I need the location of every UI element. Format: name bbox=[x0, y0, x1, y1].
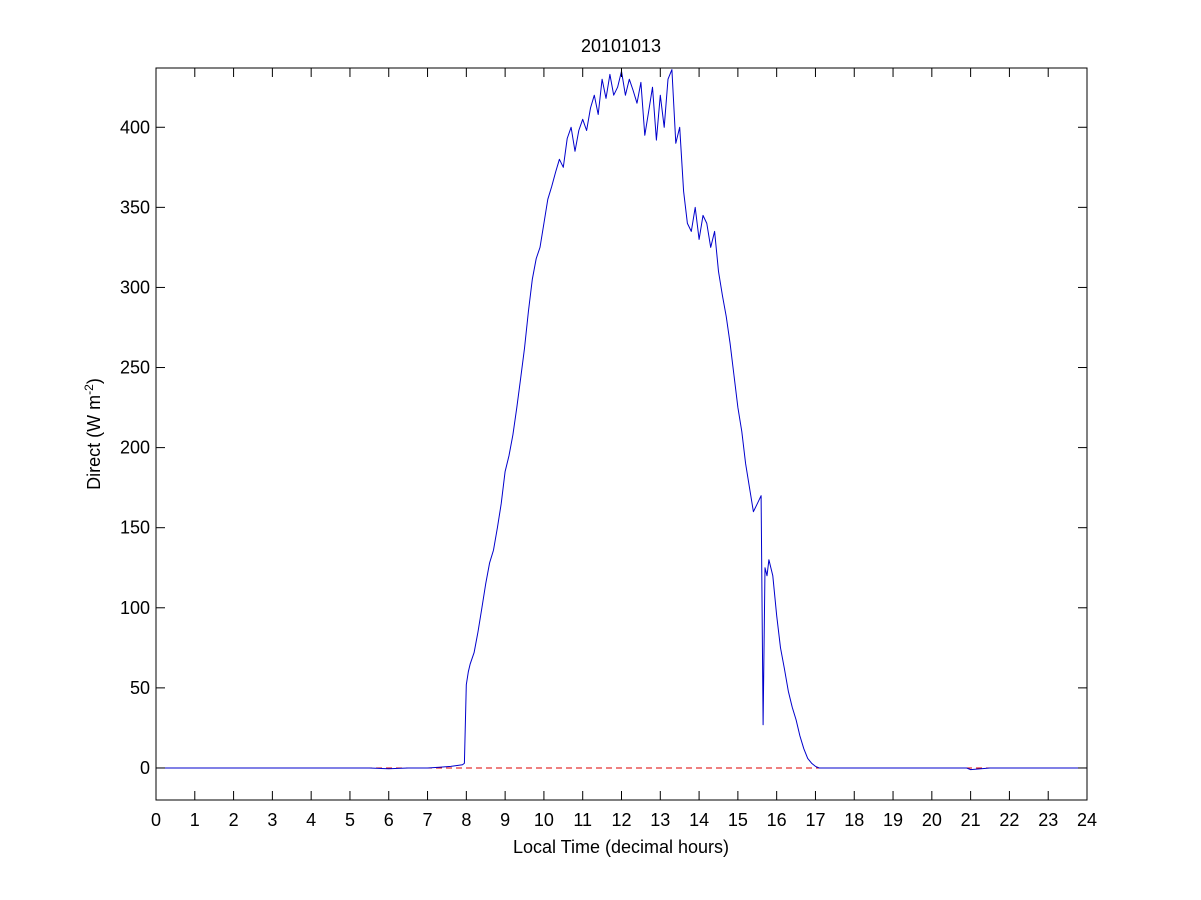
x-tick-label: 0 bbox=[151, 810, 161, 830]
x-tick-label: 16 bbox=[767, 810, 787, 830]
direct-irradiance-line bbox=[156, 69, 1087, 771]
y-tick-label: 50 bbox=[130, 678, 150, 698]
y-tick-label: 300 bbox=[120, 277, 150, 297]
chart-title: 20101013 bbox=[581, 36, 661, 56]
y-tick-label: 400 bbox=[120, 117, 150, 137]
x-tick-label: 21 bbox=[961, 810, 981, 830]
series-layer bbox=[156, 69, 1087, 771]
x-tick-label: 18 bbox=[844, 810, 864, 830]
x-tick-label: 24 bbox=[1077, 810, 1097, 830]
x-tick-label: 14 bbox=[689, 810, 709, 830]
y-axis-label-superscript: -2 bbox=[82, 384, 96, 395]
x-tick-label: 4 bbox=[306, 810, 316, 830]
x-tick-label: 15 bbox=[728, 810, 748, 830]
x-tick-label: 5 bbox=[345, 810, 355, 830]
x-tick-label: 2 bbox=[229, 810, 239, 830]
y-tick-label: 150 bbox=[120, 518, 150, 538]
x-tick-label: 9 bbox=[500, 810, 510, 830]
x-tick-label: 13 bbox=[650, 810, 670, 830]
x-tick-label: 1 bbox=[190, 810, 200, 830]
y-axis-label-close: ) bbox=[84, 378, 104, 384]
x-tick-label: 6 bbox=[384, 810, 394, 830]
x-tick-label: 8 bbox=[461, 810, 471, 830]
y-tick-label: 0 bbox=[140, 758, 150, 778]
x-tick-label: 17 bbox=[805, 810, 825, 830]
x-tick-label: 19 bbox=[883, 810, 903, 830]
y-axis-ticks: 0 50 100 150 200 250 300 350 400 bbox=[120, 117, 1087, 778]
y-tick-label: 200 bbox=[120, 438, 150, 458]
y-tick-label: 350 bbox=[120, 197, 150, 217]
x-tick-label: 12 bbox=[611, 810, 631, 830]
x-tick-label: 22 bbox=[999, 810, 1019, 830]
x-tick-label: 23 bbox=[1038, 810, 1058, 830]
x-axis-label: Local Time (decimal hours) bbox=[513, 837, 729, 857]
x-tick-label: 11 bbox=[573, 810, 592, 830]
x-tick-label: 10 bbox=[534, 810, 554, 830]
x-tick-label: 3 bbox=[267, 810, 277, 830]
y-tick-label: 250 bbox=[120, 358, 150, 378]
plot-area: 0 1 2 3 4 5 6 7 8 9 10 11 12 13 14 15 16 17 18 19 20 21 22 23 24… bbox=[120, 67, 1097, 830]
y-axis-label-main: Direct (W m bbox=[84, 395, 104, 490]
y-tick-label: 100 bbox=[120, 598, 150, 618]
y-axis-label: Direct (W m-2) bbox=[82, 378, 104, 490]
axes-box bbox=[155, 67, 1088, 801]
x-axis-ticks: 0 1 2 3 4 5 6 7 8 9 10 11 12 13 14 15 16 17 18 19 20 21 22 23 24 bbox=[151, 68, 1097, 830]
x-tick-label: 7 bbox=[423, 810, 433, 830]
x-tick-label: 20 bbox=[922, 810, 942, 830]
